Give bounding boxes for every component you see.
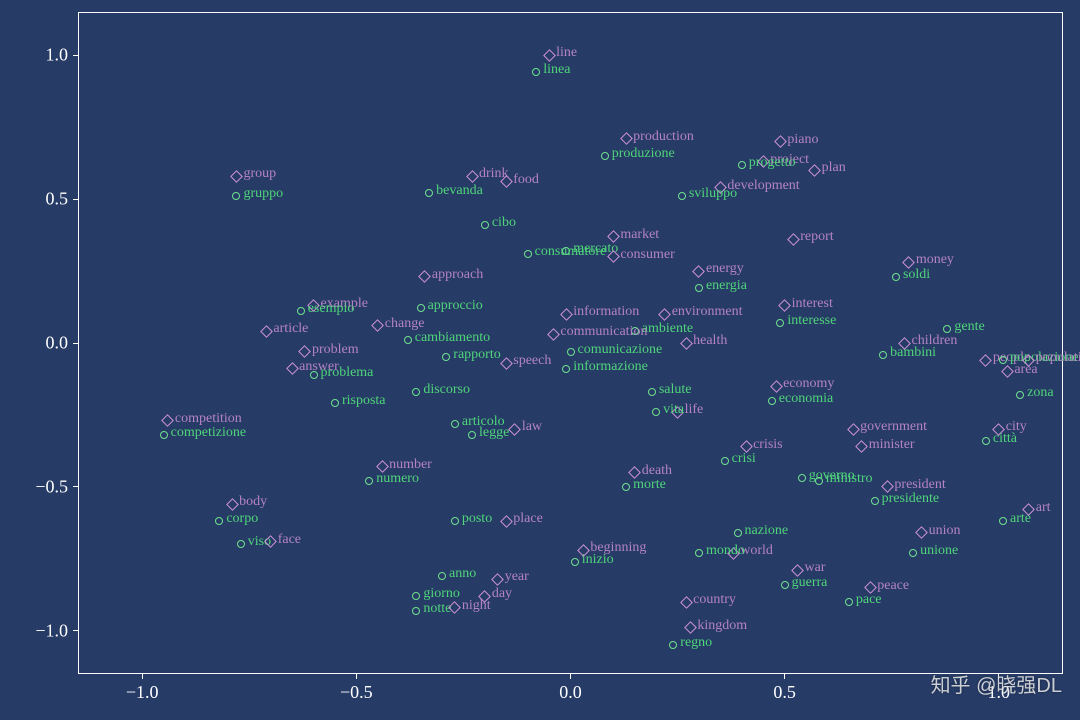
x-tick-label: 0.5 (773, 682, 796, 703)
x-tick-label: 0.0 (559, 682, 582, 703)
x-tick-label: −0.5 (340, 682, 373, 703)
x-tick-label: −1.0 (126, 682, 159, 703)
plot-frame (78, 12, 1063, 674)
y-tick-label: 0.0 (46, 333, 69, 354)
y-tick-label: −1.0 (35, 620, 68, 641)
watermark-text: 知乎 @晓强DL (931, 669, 1062, 698)
y-tick-label: 0.5 (46, 189, 69, 210)
y-tick-label: −0.5 (35, 476, 68, 497)
y-tick-label: 1.0 (46, 45, 69, 66)
